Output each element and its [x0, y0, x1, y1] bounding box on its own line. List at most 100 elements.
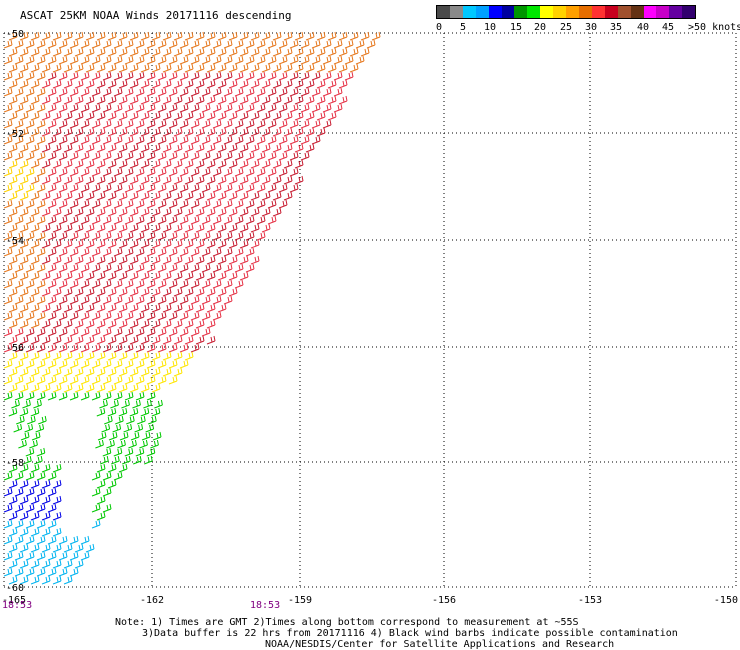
wind-barb [201, 215, 211, 225]
wind-barb [228, 207, 238, 217]
wind-barb [228, 287, 238, 297]
wind-barb [201, 167, 211, 177]
wind-barb [107, 207, 117, 217]
wind-barb [173, 143, 183, 153]
wind-barb [8, 383, 18, 393]
wind-barb [195, 191, 205, 201]
wind-barb [102, 503, 112, 513]
wind-barb [195, 63, 205, 73]
wind-barb [294, 175, 304, 185]
wind-barb [239, 79, 249, 89]
wind-barb [316, 127, 326, 137]
wind-barb [162, 159, 172, 169]
wind-barb [250, 239, 260, 249]
wind-barb [146, 71, 156, 81]
wind-barb [140, 111, 150, 121]
wind-barb [195, 271, 205, 281]
wind-barb [245, 247, 255, 257]
wind-barb [63, 175, 73, 185]
wind-barb [162, 351, 172, 361]
wind-barb [36, 183, 46, 193]
wind-barb [195, 127, 205, 137]
wind-barb [63, 63, 73, 73]
wind-barb [113, 247, 123, 257]
wind-barb [305, 31, 315, 41]
wind-barb [41, 255, 51, 265]
wind-barb [85, 111, 95, 121]
wind-barb [223, 151, 233, 161]
wind-barb [168, 135, 178, 145]
wind-barb [228, 271, 238, 281]
wind-barb [256, 231, 266, 241]
wind-barb [52, 255, 62, 265]
wind-barb [52, 511, 62, 521]
wind-barb [25, 135, 35, 145]
latitude-label: -54 [6, 236, 24, 247]
wind-barb [349, 47, 359, 57]
wind-barb [146, 279, 156, 289]
wind-barb [283, 175, 293, 185]
wind-barb [36, 55, 46, 65]
wind-barb [85, 303, 95, 313]
wind-barb [217, 111, 227, 121]
latitude-label: -52 [6, 129, 24, 140]
wind-barb [30, 511, 40, 521]
wind-barb [135, 87, 145, 97]
wind-barb [14, 183, 24, 193]
wind-barb [250, 191, 260, 201]
wind-barb [162, 239, 172, 249]
wind-barb [107, 367, 117, 377]
wind-barb [107, 239, 117, 249]
wind-barb [14, 103, 24, 113]
wind-barb [113, 295, 123, 305]
wind-barb [19, 495, 29, 505]
wind-barb [85, 127, 95, 137]
wind-barb [157, 167, 167, 177]
wind-barb [74, 367, 84, 377]
wind-barb [179, 343, 189, 353]
wind-barb [69, 279, 79, 289]
wind-barb [151, 319, 161, 329]
wind-barb [239, 143, 249, 153]
note-line-3: NOAA/NESDIS/Center for Satellite Applica… [265, 639, 615, 650]
wind-barb [201, 71, 211, 81]
wind-barb [41, 319, 51, 329]
wind-barb [52, 495, 62, 505]
latitude-label: -58 [6, 458, 24, 469]
wind-barb [294, 63, 304, 73]
wind-barb [124, 167, 134, 177]
wind-barb [129, 47, 139, 57]
wind-barb [146, 247, 156, 257]
wind-barb [250, 207, 260, 217]
wind-barb [179, 199, 189, 209]
wind-barb [47, 215, 57, 225]
wind-barb [305, 127, 315, 137]
wind-barb [261, 79, 271, 89]
wind-barb [107, 111, 117, 121]
wind-barb [8, 367, 18, 377]
wind-barb [140, 335, 150, 345]
wind-barb [283, 127, 293, 137]
wind-barb [118, 175, 128, 185]
wind-barb [14, 39, 24, 49]
wind-barb [234, 215, 244, 225]
wind-barb [102, 279, 112, 289]
wind-barb [80, 231, 90, 241]
wind-barb [239, 191, 249, 201]
wind-barb [245, 135, 255, 145]
wind-barb [63, 271, 73, 281]
wind-barb [327, 111, 337, 121]
wind-barb [135, 391, 145, 401]
wind-barb [41, 367, 51, 377]
wind-barb [228, 223, 238, 233]
wind-barb [256, 183, 266, 193]
wind-barb [135, 167, 145, 177]
wind-barb [162, 319, 172, 329]
wind-barb [305, 143, 315, 153]
wind-barb [41, 511, 51, 521]
wind-barb [239, 63, 249, 73]
legend-swatch [643, 6, 657, 18]
wind-barb [124, 135, 134, 145]
wind-barb [107, 335, 117, 345]
wind-barb [195, 287, 205, 297]
